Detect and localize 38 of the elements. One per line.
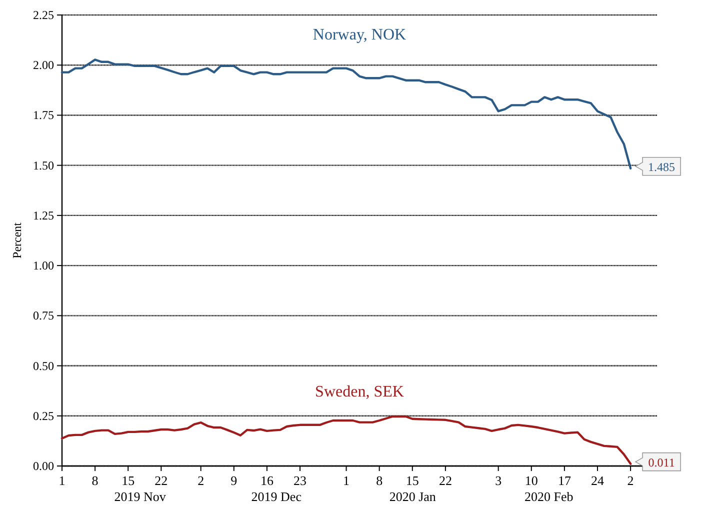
y-tick-label: 2.00 [33, 58, 54, 72]
y-tick-label: 0.00 [33, 459, 54, 473]
x-tick-label: 3 [495, 473, 502, 488]
text: 2019 Nov [114, 489, 166, 504]
y-tick-label: 0.50 [33, 358, 54, 373]
series-label: Norway, NOK [312, 26, 407, 44]
y-tick-label: 1.25 [33, 208, 54, 222]
x-tick-label: 9 [230, 473, 238, 488]
data-label: 0.011 [648, 455, 675, 470]
y-tick-label: 0.25 [33, 408, 54, 423]
x-tick-label: 1 [58, 473, 66, 488]
text: 2020 Jan [389, 489, 436, 504]
line-series [60, 58, 632, 170]
x-tick-label: 8 [376, 473, 383, 488]
y-tick-label: 0.75 [33, 308, 54, 323]
line-series [60, 415, 632, 465]
x-tick-label: 24 [591, 473, 604, 488]
x-tick-label: 22 [154, 473, 168, 488]
y-tick-label: 2.25 [33, 8, 54, 22]
x-tick-label: 23 [294, 473, 306, 488]
x-tick-label: 22 [438, 473, 452, 488]
y-tick-label: 1.00 [33, 258, 54, 273]
y-axis-title: Percent [10, 222, 24, 258]
text: 2020 Feb [524, 489, 574, 504]
text: 2019 Dec [251, 489, 302, 504]
series-label: Sweden, SEK [315, 383, 404, 400]
x-tick-label: 10 [524, 473, 538, 488]
data-label: 1.485 [648, 160, 676, 174]
y-tick-label: 1.75 [33, 108, 54, 122]
x-tick-label: 2 [627, 473, 634, 488]
x-tick-label: 15 [406, 473, 419, 488]
y-tick-label: 1.50 [33, 158, 54, 172]
x-tick-label: 2 [198, 473, 204, 488]
x-tick-label: 8 [92, 473, 98, 488]
x-tick-label: 16 [260, 473, 274, 488]
x-tick-label: 1 [343, 473, 350, 488]
x-tick-label: 17 [558, 473, 572, 488]
x-tick-label: 15 [122, 473, 135, 488]
